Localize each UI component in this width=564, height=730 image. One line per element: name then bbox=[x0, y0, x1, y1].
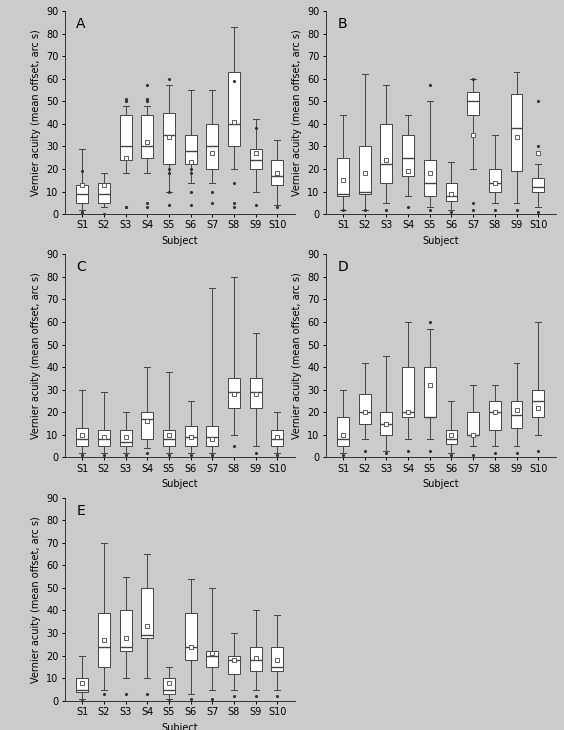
PathPatch shape bbox=[424, 367, 436, 417]
Text: C: C bbox=[76, 261, 86, 274]
PathPatch shape bbox=[250, 647, 262, 672]
Text: A: A bbox=[76, 17, 86, 31]
Text: E: E bbox=[76, 504, 85, 518]
X-axis label: Subject: Subject bbox=[161, 236, 198, 246]
X-axis label: Subject: Subject bbox=[161, 480, 198, 489]
PathPatch shape bbox=[250, 378, 262, 408]
PathPatch shape bbox=[163, 678, 175, 694]
Text: B: B bbox=[337, 17, 347, 31]
X-axis label: Subject: Subject bbox=[422, 236, 459, 246]
PathPatch shape bbox=[76, 185, 88, 203]
PathPatch shape bbox=[184, 426, 197, 446]
PathPatch shape bbox=[228, 656, 240, 674]
Y-axis label: Vernier acuity (mean offset, arc s): Vernier acuity (mean offset, arc s) bbox=[30, 516, 41, 683]
PathPatch shape bbox=[142, 588, 153, 637]
PathPatch shape bbox=[489, 169, 501, 191]
PathPatch shape bbox=[184, 612, 197, 660]
PathPatch shape bbox=[489, 401, 501, 431]
PathPatch shape bbox=[76, 678, 88, 692]
PathPatch shape bbox=[467, 92, 479, 115]
PathPatch shape bbox=[446, 182, 457, 201]
PathPatch shape bbox=[228, 378, 240, 408]
Y-axis label: Vernier acuity (mean offset, arc s): Vernier acuity (mean offset, arc s) bbox=[292, 29, 302, 196]
PathPatch shape bbox=[76, 428, 88, 446]
PathPatch shape bbox=[98, 182, 110, 203]
PathPatch shape bbox=[142, 115, 153, 158]
Y-axis label: Vernier acuity (mean offset, arc s): Vernier acuity (mean offset, arc s) bbox=[292, 272, 302, 439]
PathPatch shape bbox=[271, 647, 283, 672]
PathPatch shape bbox=[98, 612, 110, 667]
PathPatch shape bbox=[467, 412, 479, 435]
Y-axis label: Vernier acuity (mean offset, arc s): Vernier acuity (mean offset, arc s) bbox=[30, 29, 41, 196]
PathPatch shape bbox=[250, 149, 262, 169]
PathPatch shape bbox=[446, 431, 457, 444]
PathPatch shape bbox=[184, 135, 197, 164]
PathPatch shape bbox=[381, 124, 393, 182]
PathPatch shape bbox=[206, 426, 218, 446]
PathPatch shape bbox=[163, 431, 175, 446]
PathPatch shape bbox=[402, 367, 414, 417]
Text: D: D bbox=[337, 261, 348, 274]
PathPatch shape bbox=[402, 135, 414, 176]
X-axis label: Subject: Subject bbox=[161, 723, 198, 730]
PathPatch shape bbox=[120, 115, 131, 160]
PathPatch shape bbox=[98, 431, 110, 446]
PathPatch shape bbox=[206, 651, 218, 667]
PathPatch shape bbox=[532, 178, 544, 191]
PathPatch shape bbox=[271, 431, 283, 446]
PathPatch shape bbox=[206, 124, 218, 169]
PathPatch shape bbox=[359, 147, 371, 194]
X-axis label: Subject: Subject bbox=[422, 480, 459, 489]
PathPatch shape bbox=[337, 417, 349, 446]
PathPatch shape bbox=[142, 412, 153, 439]
PathPatch shape bbox=[532, 390, 544, 417]
PathPatch shape bbox=[510, 94, 522, 172]
PathPatch shape bbox=[381, 412, 393, 435]
PathPatch shape bbox=[337, 158, 349, 196]
PathPatch shape bbox=[228, 72, 240, 147]
PathPatch shape bbox=[424, 160, 436, 196]
PathPatch shape bbox=[510, 401, 522, 428]
Y-axis label: Vernier acuity (mean offset, arc s): Vernier acuity (mean offset, arc s) bbox=[30, 272, 41, 439]
PathPatch shape bbox=[120, 610, 131, 651]
PathPatch shape bbox=[359, 394, 371, 423]
PathPatch shape bbox=[120, 431, 131, 446]
PathPatch shape bbox=[163, 112, 175, 164]
PathPatch shape bbox=[271, 160, 283, 185]
